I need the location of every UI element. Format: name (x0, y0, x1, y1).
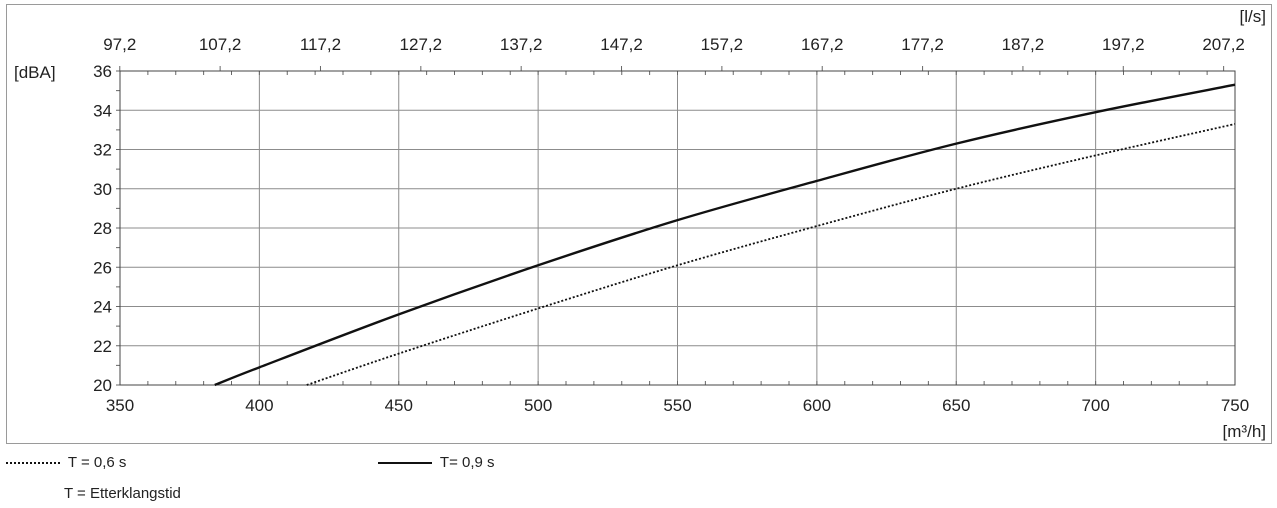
y-tick-label: 20 (93, 376, 112, 395)
x-tick-label: 600 (803, 396, 831, 415)
plot-area-border (119, 70, 1236, 386)
x2-tick-label: 207,2 (1202, 35, 1245, 54)
y-unit-label: [dBA] (14, 63, 56, 82)
x2-tick-label: 97,2 (103, 35, 136, 54)
x2-tick-label: 197,2 (1102, 35, 1145, 54)
dotted-line-swatch (6, 462, 60, 465)
legend-dotted-label: T = 0,6 s (67, 454, 127, 471)
x2-tick-label: 117,2 (300, 35, 341, 54)
x2-tick-label: 147,2 (600, 35, 643, 54)
x-tick-label: 650 (942, 396, 970, 415)
x2-tick-label: 187,2 (1002, 35, 1045, 54)
solid-line-swatch (378, 462, 432, 465)
y-tick-label: 22 (93, 337, 112, 356)
x-tick-label: 700 (1081, 396, 1109, 415)
x2-tick-label: 177,2 (901, 35, 944, 54)
x-unit-label: [m³/h] (1223, 422, 1266, 441)
legend-dotted: T = 0,6 s (6, 454, 126, 471)
legend-solid: T= 0,9 s (378, 454, 495, 471)
x2-tick-label: 137,2 (500, 35, 543, 54)
x2-tick-label: 157,2 (701, 35, 744, 54)
x-tick-label: 500 (524, 396, 552, 415)
chart-frame (6, 4, 1272, 444)
x2-unit-label: [l/s] (1240, 7, 1266, 26)
y-tick-label: 30 (93, 180, 112, 199)
y-tick-label: 26 (93, 258, 112, 277)
series-line-t09 (214, 83, 1236, 387)
x-tick-label: 550 (663, 396, 691, 415)
reverberation-note: T = Etterklangstid (64, 485, 181, 502)
legend-solid-label: T= 0,9 s (439, 454, 495, 471)
y-tick-label: 34 (93, 101, 112, 120)
y-tick-label: 28 (93, 219, 112, 238)
y-tick-label: 36 (93, 62, 112, 81)
x2-tick-label: 107,2 (199, 35, 242, 54)
x-tick-label: 400 (245, 396, 273, 415)
x-tick-label: 450 (385, 396, 413, 415)
y-tick-label: 24 (93, 298, 112, 317)
y-tick-label: 32 (93, 141, 112, 160)
x2-tick-label: 127,2 (400, 35, 443, 54)
x2-tick-label: 167,2 (801, 35, 844, 54)
x-tick-label: 350 (106, 396, 134, 415)
x-tick-label: 750 (1221, 396, 1249, 415)
